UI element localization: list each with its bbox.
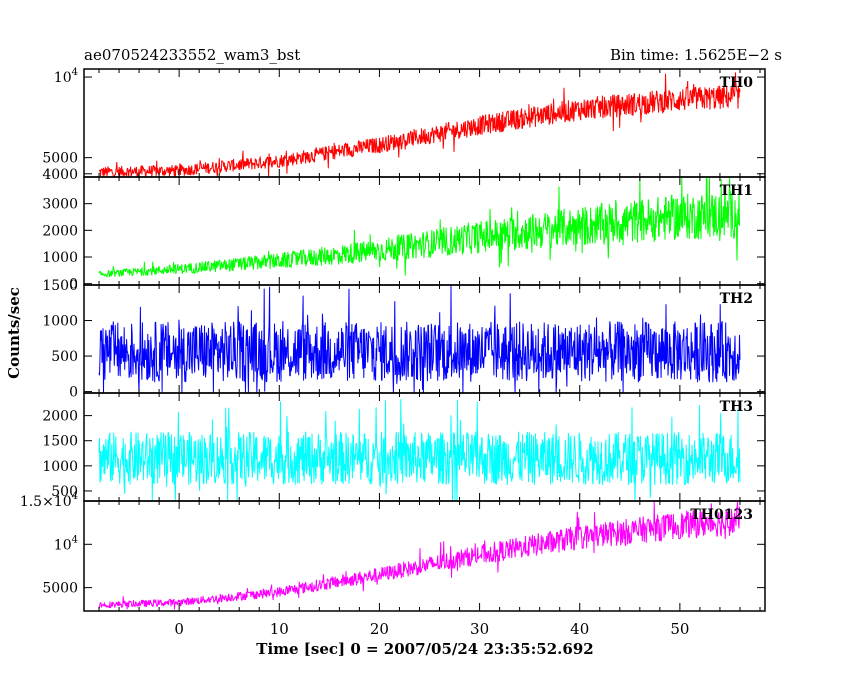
- y-tick-label: 0: [69, 385, 78, 401]
- y-axis-label: Counts/sec: [5, 287, 23, 379]
- y-tick-label: 2000: [42, 223, 78, 239]
- y-tick-label: 3000: [42, 197, 78, 213]
- panel-th1: 3000 2000 1000 0 TH1: [42, 176, 766, 293]
- panel-frame: [83, 500, 766, 612]
- panel-th3: 2000 1500 1000 500 TH3: [42, 392, 766, 502]
- panel-label: TH2: [720, 291, 753, 307]
- x-tick-label: 50: [670, 620, 689, 638]
- series-line-th0123: [98, 500, 741, 610]
- panels-group: 10450004000TH03000200010000TH11500100050…: [20, 67, 766, 638]
- panel-label: TH0123: [690, 507, 753, 523]
- x-tick-label: 30: [470, 620, 489, 638]
- x-tick-label: 10: [270, 620, 289, 638]
- y-tick-label: 500: [51, 349, 78, 365]
- y-tick-label: 1500: [42, 434, 78, 450]
- panel-label: TH0: [720, 75, 754, 91]
- y-tick-label: 104: [54, 534, 78, 553]
- header-right-title: Bin time: 1.5625E−2 s: [610, 46, 782, 64]
- series-line-th2: [98, 285, 741, 394]
- y-tick-label: 500: [51, 484, 78, 500]
- panel-frame: [83, 68, 766, 178]
- panel-label: TH3: [720, 399, 753, 415]
- y-tick-label: 1000: [42, 459, 78, 475]
- y-tick-label: 5000: [42, 151, 78, 167]
- x-axis-label: Time [sec] 0 = 2007/05/24 23:35:52.692: [256, 640, 593, 658]
- y-tick-label: 104: [54, 67, 78, 86]
- panel-label: TH1: [720, 183, 753, 199]
- y-tick-label: 1.5×104: [20, 491, 78, 510]
- header-left-title: ae070524233552_wam3_bst: [84, 46, 300, 64]
- x-tick-label: 20: [370, 620, 389, 638]
- y-tick-label: 4000: [42, 167, 78, 183]
- series-line-th3: [98, 399, 741, 502]
- y-tick-label: 2000: [42, 409, 78, 425]
- y-tick-label: 1000: [42, 250, 78, 266]
- y-tick-label: 1000: [42, 314, 78, 330]
- y-tick-label: 0: [69, 277, 78, 293]
- panel-th0123: 1.5×104 104 5000 TH0123: [20, 491, 766, 612]
- y-tick-label: 1500: [42, 278, 78, 294]
- y-tick-label: 5000: [42, 581, 78, 597]
- panel-th2: 1500 1000 500 0 TH2: [42, 278, 766, 401]
- x-tick-label: 0: [174, 620, 184, 638]
- series-line-th1: [98, 176, 741, 278]
- series-line-th0: [98, 72, 741, 178]
- x-tick-label: 40: [570, 620, 589, 638]
